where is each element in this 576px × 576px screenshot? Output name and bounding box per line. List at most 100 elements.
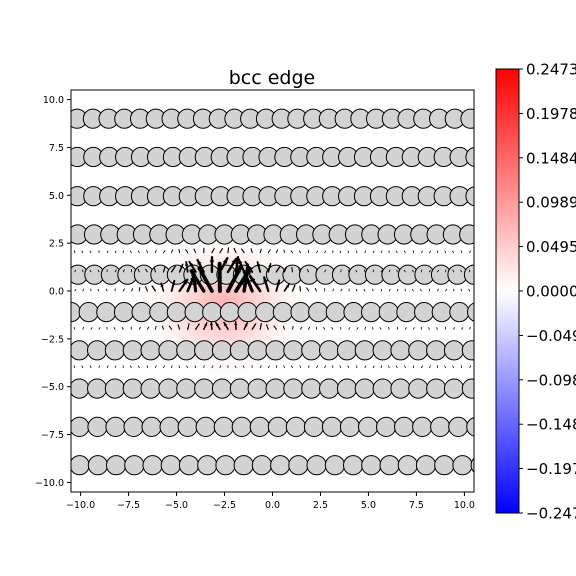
displacement-arrow — [324, 250, 327, 254]
atom-marker — [176, 378, 197, 399]
atom-marker — [202, 302, 223, 323]
atom-marker — [361, 455, 382, 476]
arrow-head — [182, 279, 188, 285]
atom-marker — [87, 378, 108, 399]
atom-marker — [249, 416, 270, 437]
y-tick-label: −10.0 — [35, 478, 64, 489]
displacement-arrow — [137, 250, 140, 254]
displacement-arrow — [308, 326, 311, 330]
y-tick-label: 0.0 — [49, 287, 64, 298]
displacement-arrow — [163, 365, 166, 369]
displacement-arrow — [162, 266, 166, 273]
displacement-arrow — [74, 269, 76, 273]
arrow-head — [222, 258, 228, 264]
atom-marker — [431, 302, 452, 323]
y-tick-label: 7.5 — [49, 143, 64, 154]
displacement-arrow — [380, 365, 383, 369]
atom-marker — [194, 378, 215, 399]
displacement-arrow — [97, 269, 100, 273]
atom-marker — [319, 378, 340, 399]
displacement-arrow — [314, 287, 318, 292]
displacement-arrow — [316, 365, 319, 369]
atom-marker — [159, 416, 180, 437]
displacement-arrow — [106, 365, 109, 369]
displacement-arrow — [452, 250, 455, 254]
displacement-arrow — [114, 250, 117, 254]
atom-marker — [140, 378, 161, 399]
displacement-arrow — [291, 284, 296, 292]
displacement-arrow — [444, 250, 447, 254]
atom-marker — [308, 302, 329, 323]
y-axis: 10.0 7.5 5.0 2.5 0.0 −2.5 −5.0 −7.5 −10.0 — [35, 95, 71, 489]
arrow-head — [215, 322, 219, 327]
displacement-arrow — [316, 250, 319, 254]
atom-marker — [474, 71, 493, 90]
displacement-arrow — [178, 248, 181, 254]
displacement-arrow — [73, 326, 76, 330]
displacement-arrow — [219, 248, 224, 254]
displacement-arrow — [275, 265, 281, 273]
y-tick-label: −2.5 — [41, 334, 64, 345]
atom-marker — [461, 378, 474, 399]
atom-marker — [430, 416, 451, 437]
atom-marker — [465, 186, 474, 207]
atom-marker — [285, 416, 306, 437]
displacement-arrow — [436, 327, 438, 330]
displacement-arrow — [388, 365, 390, 369]
atom-marker — [324, 455, 345, 476]
displacement-arrow — [98, 327, 101, 330]
arrow-head — [245, 261, 250, 267]
atom-marker — [71, 462, 72, 469]
atom-marker — [237, 302, 258, 323]
displacement-arrow — [291, 267, 294, 273]
atom-marker — [194, 340, 215, 361]
displacement-arrow — [306, 287, 310, 292]
atom-marker — [87, 455, 109, 476]
y-tick-label: −5.0 — [41, 382, 64, 393]
displacement-arrow — [74, 288, 77, 292]
atom-marker — [379, 455, 400, 476]
displacement-arrow — [347, 269, 350, 273]
atom-marker — [96, 90, 103, 91]
displacement-arrow — [275, 249, 278, 254]
displacement-arrow — [145, 286, 148, 292]
atom-marker — [229, 340, 250, 361]
atom-marker — [283, 378, 304, 399]
colorbar-tick-label: −0.197 — [526, 460, 576, 478]
arrow-head — [184, 262, 189, 266]
x-tick-label: 5.0 — [361, 500, 376, 511]
colorbar: 0.2473 0.1978 0.1484 0.0989 0.0495 0.0000 −0.0… — [495, 61, 576, 523]
colorbar-tick-label: 0.1484 — [526, 149, 576, 167]
displacement-arrow — [178, 365, 181, 369]
atom-marker — [372, 378, 393, 399]
atom-marker — [452, 455, 473, 476]
arrow-head — [236, 266, 241, 273]
atom-marker — [122, 340, 143, 361]
atom-marker — [149, 302, 170, 323]
displacement-arrow — [420, 365, 423, 369]
x-axis: −10.0 −7.5 −5.0 −2.5 0.0 2.5 5.0 7.5 10.0 — [66, 492, 475, 511]
atom-marker — [176, 340, 197, 361]
arrow-head — [244, 322, 248, 327]
displacement-arrow — [403, 250, 406, 254]
displacement-arrow — [371, 326, 374, 330]
atom-marker — [71, 271, 72, 278]
displacement-arrow — [332, 269, 335, 273]
displacement-arrow — [267, 249, 271, 254]
atom-marker — [255, 302, 276, 323]
colorbar-ticks: 0.2473 0.1978 0.1484 0.0989 0.0495 0.0000 −0.0… — [519, 61, 576, 523]
arrow-head — [209, 257, 215, 262]
atom-marker — [403, 90, 410, 91]
atom-marker — [354, 378, 375, 399]
displacement-arrow — [129, 365, 132, 369]
atom-marker — [247, 340, 268, 361]
displacement-arrow — [299, 285, 302, 292]
atom-marker — [434, 455, 455, 476]
displacement-arrow — [233, 247, 237, 254]
atom-marker — [290, 302, 311, 323]
displacement-arrow — [130, 288, 134, 292]
displacement-arrow — [138, 326, 141, 330]
displacement-arrow — [89, 269, 92, 273]
atom-marker — [283, 340, 304, 361]
atom-marker — [71, 416, 90, 437]
